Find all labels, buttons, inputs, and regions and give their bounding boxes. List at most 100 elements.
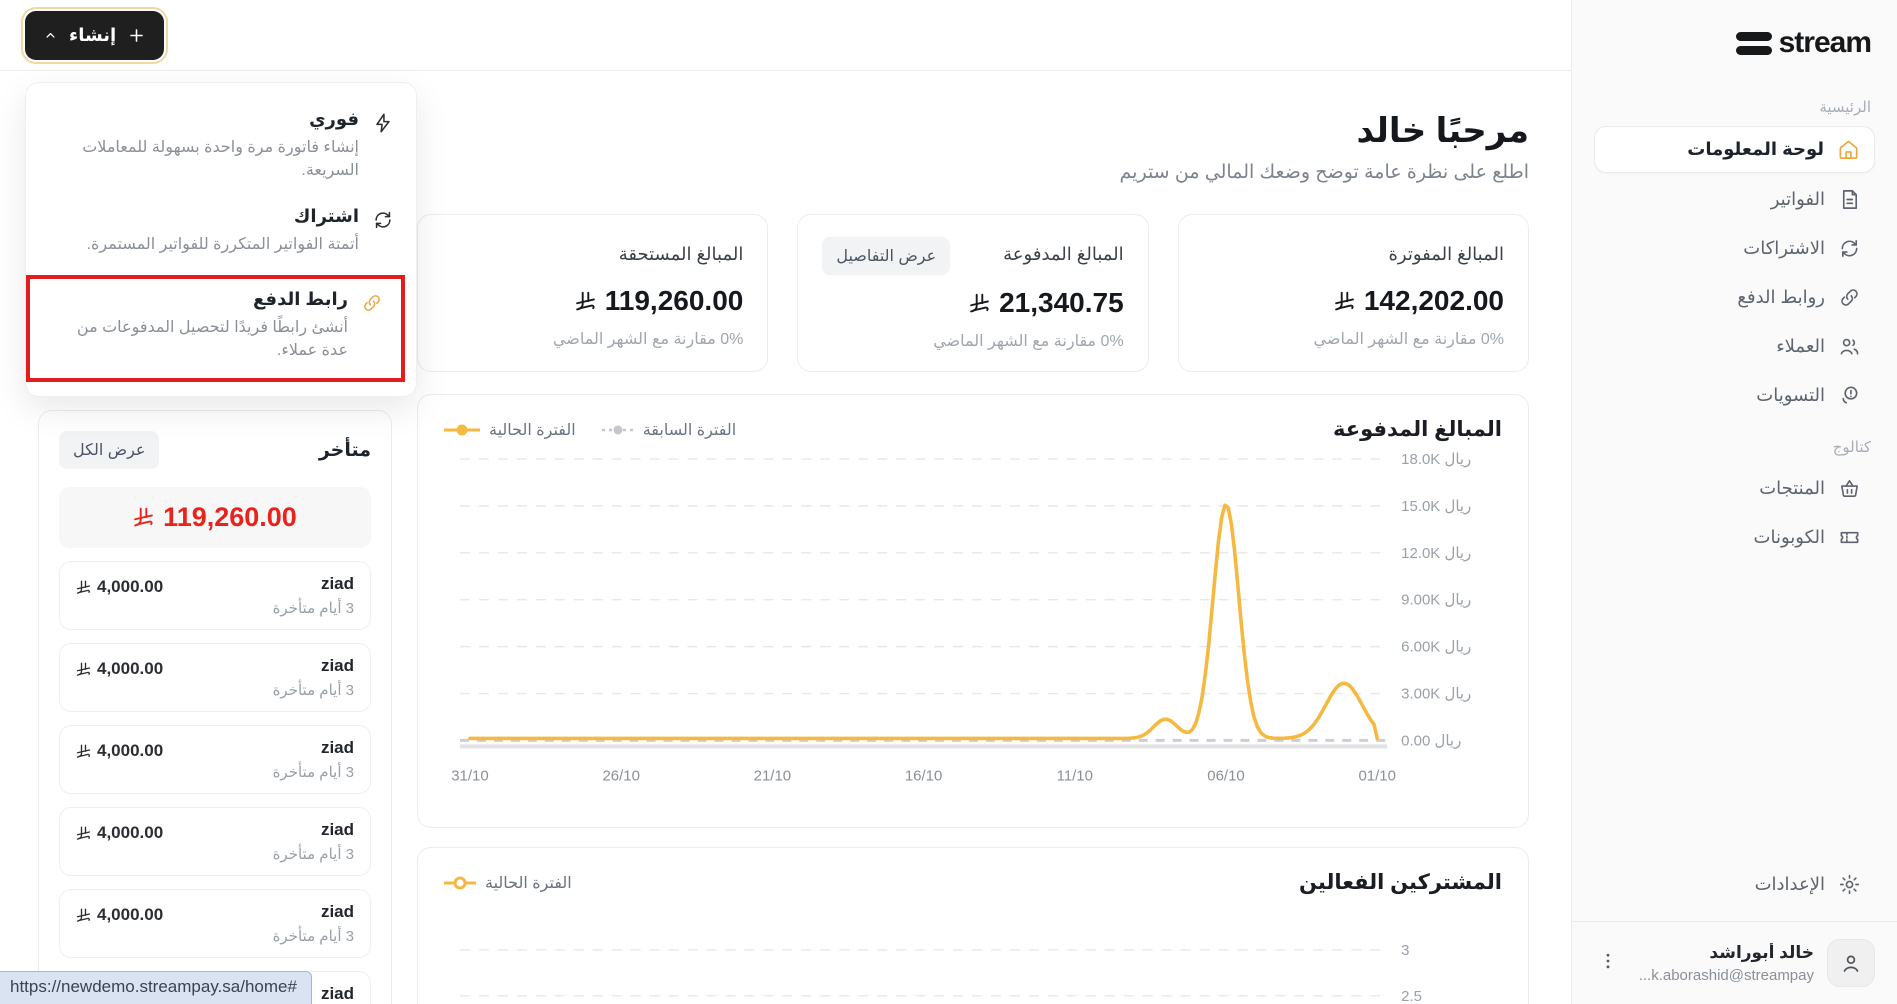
svg-text:21/10: 21/10 — [754, 767, 791, 784]
stats-row: المبالغ المفوترة 142,202.00 0% مقارنة مع… — [417, 214, 1529, 372]
legend-marker-current-hollow-icon — [444, 876, 476, 890]
lightning-icon — [372, 109, 394, 134]
payments-chart-panel: المبالغ المدفوعة الفترة الحالية — [417, 394, 1529, 828]
payments-chart-title: المبالغ المدفوعة — [1333, 418, 1502, 441]
riyal-symbol-icon — [76, 744, 91, 759]
page-subtitle: اطلع على نظرة عامة توضح وضعك المالي من س… — [1119, 162, 1529, 183]
user-avatar — [1827, 939, 1875, 987]
sidebar-item-customers[interactable]: العملاء — [1594, 324, 1875, 369]
svg-text:9.00K ريال: 9.00K ريال — [1401, 592, 1471, 609]
stat-card-due: المبالغ المستحقة 119,260.00 0% مقارنة مع… — [417, 214, 769, 372]
stat-title: المبالغ المدفوعة — [1003, 244, 1124, 264]
overdue-panel: متأخر عرض الكل 119,260.00 ziad 3 أيام متأ… — [38, 410, 392, 1004]
svg-text:06/10: 06/10 — [1207, 767, 1244, 784]
view-all-button[interactable]: عرض الكل — [59, 431, 160, 469]
stream-logo-icon — [1735, 31, 1772, 55]
sidebar-item-invoices[interactable]: الفواتير — [1594, 177, 1875, 222]
svg-text:26/10: 26/10 — [602, 767, 639, 784]
riyal-symbol-icon — [1334, 291, 1355, 312]
svg-text:16/10: 16/10 — [905, 767, 942, 784]
sidebar-item-subscriptions[interactable]: الاشتراكات — [1594, 226, 1875, 271]
subscriptions-icon — [1838, 237, 1861, 260]
view-details-button[interactable]: عرض التفاصيل — [822, 237, 951, 275]
legend-marker-previous-icon — [601, 424, 634, 436]
legend-item-current[interactable]: الفترة الحالية — [444, 420, 576, 440]
chevron-up-icon — [43, 28, 58, 43]
stat-value: 142,202.00 — [1203, 285, 1504, 317]
svg-text:12.0K ريال: 12.0K ريال — [1401, 545, 1471, 562]
create-button-label: إنشاء — [69, 24, 117, 45]
main-area: إنشاء مرحبًا خالد اطلع على نظرة عامة توض… — [0, 0, 1571, 1004]
overdue-title: متأخر — [318, 439, 371, 461]
user-email: ...k.aborashid@streampay — [1638, 966, 1814, 984]
riyal-symbol-icon — [76, 908, 91, 923]
stat-change: 0% مقارنة مع الشهر الماضي — [933, 333, 1124, 350]
stat-change: 0% مقارنة مع الشهر الماضي — [552, 331, 744, 348]
left-column: متأخر عرض الكل 119,260.00 ziad 3 أيام متأ… — [38, 71, 392, 1004]
kebab-menu-icon[interactable] — [1594, 947, 1622, 980]
sidebar-section-catalog: كتالوج — [1832, 439, 1871, 456]
create-button[interactable]: إنشاء — [25, 10, 165, 60]
welcome-header: مرحبًا خالد اطلع على نظرة عامة توضح وضعك… — [417, 111, 1529, 184]
legend-item-previous[interactable]: الفترة السابقة — [601, 420, 736, 440]
create-dropdown-menu: فوري إنشاء فاتورة مرة واحدة بسهولة للمعا… — [25, 82, 417, 397]
riyal-symbol-icon — [969, 293, 990, 314]
riyal-symbol-icon — [76, 826, 91, 841]
customers-icon — [1838, 335, 1861, 358]
riyal-symbol-icon — [133, 507, 154, 528]
stat-value: 21,340.75 — [822, 287, 1124, 319]
payment-link-icon — [1838, 286, 1861, 309]
refresh-icon — [372, 206, 394, 231]
menu-item-payment-link[interactable]: رابط الدفع أنشئ رابطًا فريدًا لتحصيل الم… — [30, 279, 401, 378]
svg-text:3: 3 — [1401, 942, 1409, 959]
subscribers-chart-legend: الفترة الحالية — [444, 873, 572, 893]
menu-item-instant[interactable]: فوري إنشاء فاتورة مرة واحدة بسهولة للمعا… — [26, 97, 416, 194]
svg-text:2.5: 2.5 — [1401, 988, 1422, 1004]
link-icon — [361, 289, 383, 314]
svg-text:6.00K ريال: 6.00K ريال — [1401, 639, 1471, 656]
stat-card-invoiced: المبالغ المفوترة 142,202.00 0% مقارنة مع… — [1177, 214, 1529, 372]
sidebar-item-payment-links[interactable]: روابط الدفع — [1594, 275, 1875, 320]
svg-text:0.00 ريال: 0.00 ريال — [1401, 732, 1461, 749]
products-icon — [1838, 477, 1861, 500]
svg-text:01/10: 01/10 — [1358, 767, 1395, 784]
stream-logo[interactable]: stream — [1735, 26, 1872, 60]
sidebar-section-main: الرئيسية — [1819, 99, 1871, 116]
settlements-icon — [1838, 384, 1861, 407]
topbar: إنشاء — [0, 0, 1571, 71]
user-name: خالد أبوراشد — [1709, 942, 1814, 962]
invoice-icon — [1838, 188, 1861, 211]
stat-title: المبالغ المستحقة — [618, 244, 744, 264]
svg-text:31/10: 31/10 — [451, 767, 488, 784]
subscribers-chart-panel: المشتركين الفعالين الفترة الحالية 3 2.5 — [417, 847, 1529, 1004]
coupons-icon — [1838, 526, 1861, 549]
svg-text:3.00K ريال: 3.00K ريال — [1401, 686, 1471, 703]
sidebar-item-settings[interactable]: الإعدادات — [1594, 862, 1875, 907]
menu-item-subscription[interactable]: اشتراك أتمتة الفواتير المتكررة للفواتير … — [26, 194, 416, 268]
primary-column: مرحبًا خالد اطلع على نظرة عامة توضح وضعك… — [417, 71, 1529, 1004]
legend-marker-current-icon — [444, 424, 480, 436]
gear-icon — [1838, 873, 1861, 896]
svg-text:18.0K ريال: 18.0K ريال — [1401, 451, 1471, 468]
sidebar-item-coupons[interactable]: الكوبونات — [1594, 515, 1875, 560]
legend-item-current[interactable]: الفترة الحالية — [444, 873, 572, 893]
riyal-symbol-icon — [76, 580, 91, 595]
stat-value: 119,260.00 — [442, 285, 743, 317]
sidebar-item-products[interactable]: المنتجات — [1594, 466, 1875, 511]
payments-chart-legend: الفترة الحالية الفترة السابقة — [444, 420, 736, 440]
sidebar-item-dashboard[interactable]: لوحة المعلومات — [1594, 126, 1875, 173]
user-row: خالد أبوراشد ...k.aborashid@streampay — [1572, 921, 1897, 1004]
page-title: مرحبًا خالد — [1356, 112, 1529, 150]
stat-title: المبالغ المفوترة — [1388, 244, 1504, 264]
sidebar-item-settlements[interactable]: التسويات — [1594, 373, 1875, 418]
riyal-symbol-icon — [575, 291, 596, 312]
content-columns: مرحبًا خالد اطلع على نظرة عامة توضح وضعك… — [0, 71, 1571, 1004]
person-icon — [1843, 955, 1859, 972]
payments-line-chart: 0.00 ريال 3.00K ريال 6.00K ريال 9.00K ريال 1… — [451, 451, 1471, 784]
